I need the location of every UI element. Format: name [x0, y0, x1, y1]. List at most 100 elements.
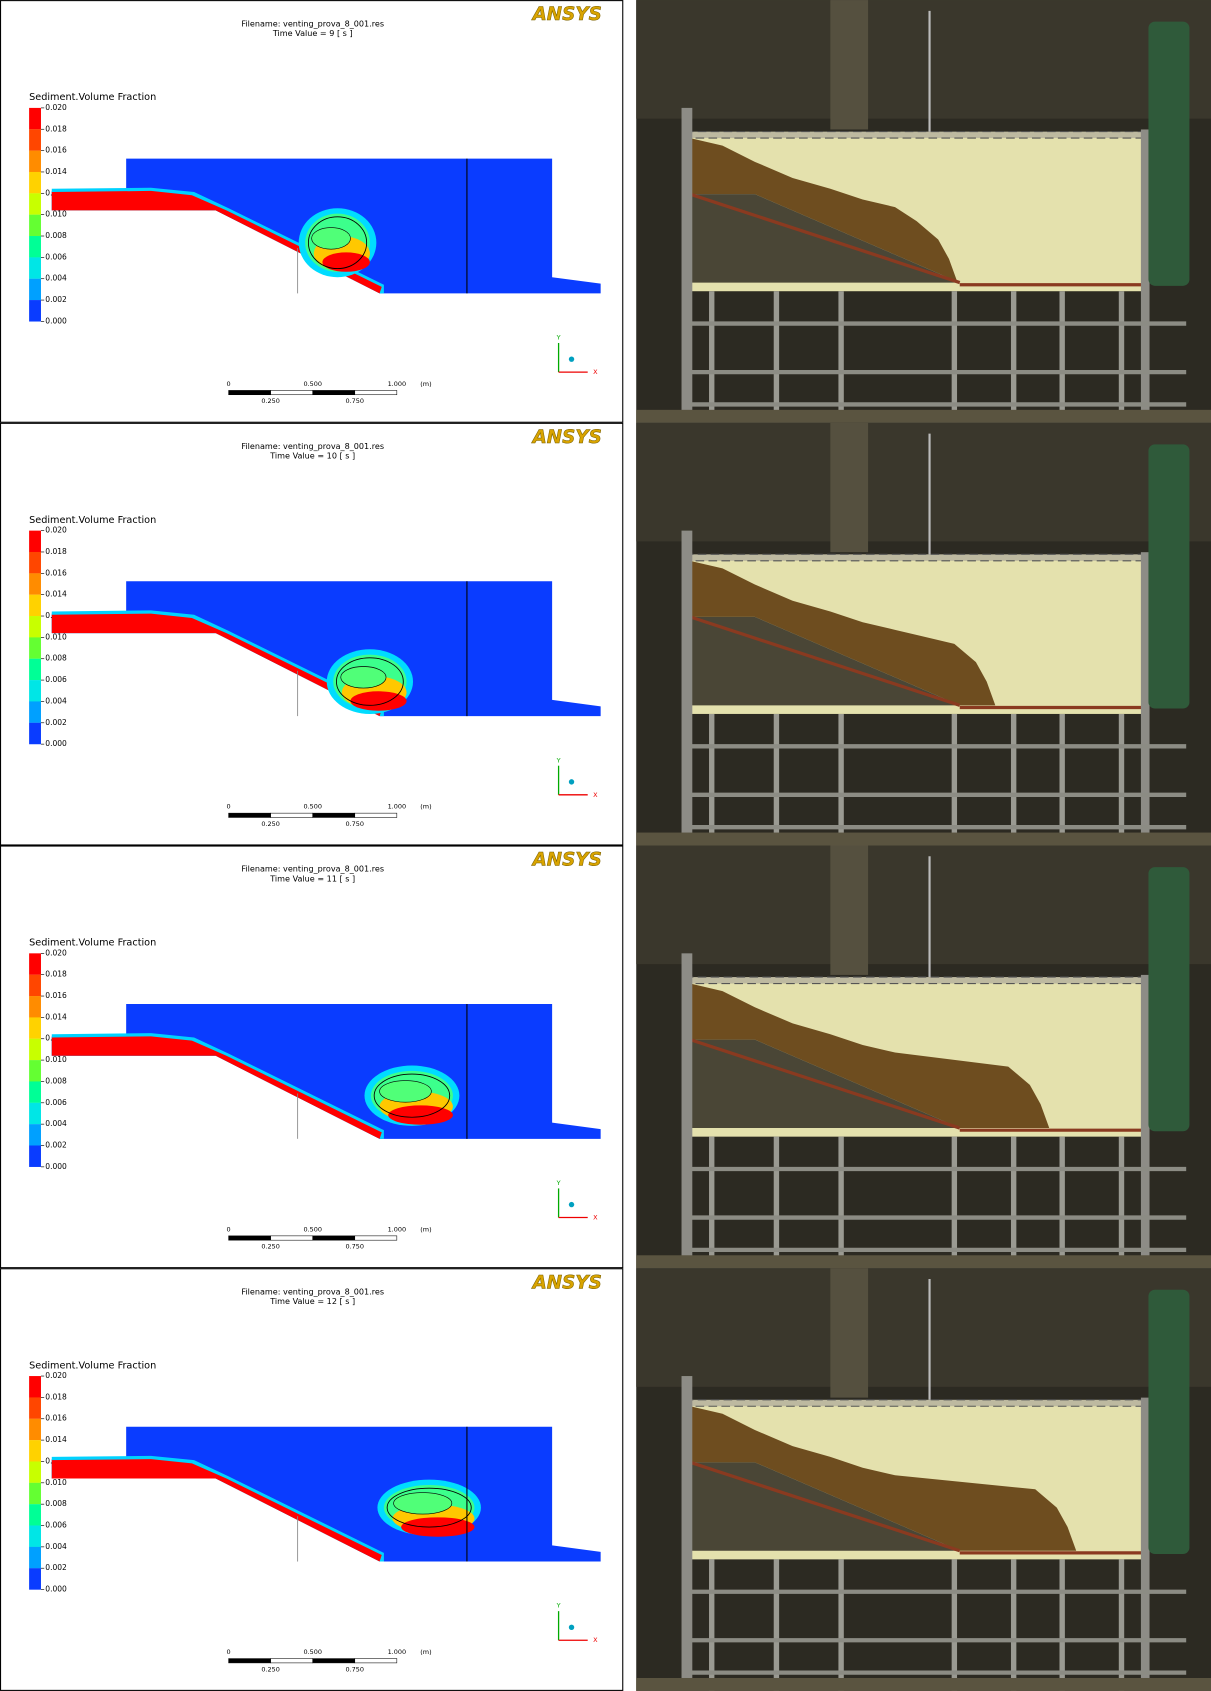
row: Filename: venting_prova_8_001.resTime Va… — [1, 423, 1211, 846]
scale-label: (m) — [420, 380, 431, 388]
scale-segment — [271, 1236, 313, 1240]
color-band — [29, 531, 41, 552]
color-band — [29, 1124, 41, 1145]
color-band — [29, 953, 41, 974]
legend-label: 0.014 — [45, 1435, 67, 1444]
color-band — [29, 1547, 41, 1568]
legend-label: 0.000 — [45, 1585, 67, 1594]
legend-label: 0.020 — [45, 526, 67, 535]
legend-label: 0.008 — [45, 231, 67, 240]
scale-sublabel: 0.750 — [346, 1665, 365, 1673]
color-band — [29, 975, 41, 996]
time-value: Time Value = 9 [ s ] — [272, 28, 353, 38]
color-band — [29, 1146, 41, 1167]
time-value: Time Value = 12 [ s ] — [269, 1296, 355, 1306]
legend-label: 0.014 — [45, 1012, 67, 1021]
green-cylinder — [1148, 444, 1189, 708]
legend-label: 0.018 — [45, 547, 67, 556]
row: Filename: venting_prova_8_001.resTime Va… — [1, 1268, 1211, 1691]
legend-label: 0.018 — [45, 124, 67, 133]
tank-right-frame — [1141, 552, 1150, 843]
color-band — [29, 996, 41, 1017]
legend-label: 0.008 — [45, 654, 67, 663]
scale-label: 1.000 — [388, 803, 407, 811]
color-band — [29, 1103, 41, 1124]
scale-label: 0 — [227, 1648, 231, 1656]
figure: Filename: venting_prova_8_001.resTime Va… — [0, 0, 1211, 1691]
column — [830, 846, 868, 975]
scale-label: 0 — [227, 380, 231, 388]
legend-title: Sediment.Volume Fraction — [29, 938, 156, 949]
column — [830, 1268, 868, 1397]
legend-label: 0.010 — [45, 1478, 67, 1487]
floor-ground — [636, 410, 1211, 423]
color-band — [29, 680, 41, 701]
filename: Filename: venting_prova_8_001.res — [241, 864, 384, 874]
logo: ANSYS — [531, 1272, 602, 1293]
legend-label: 0.008 — [45, 1076, 67, 1085]
scale-segment — [313, 813, 355, 817]
cfd-panel: Filename: venting_prova_8_001.resTime Va… — [1, 1269, 623, 1691]
legend-label: 0.016 — [45, 568, 67, 577]
tank-right-frame — [1141, 975, 1150, 1266]
tank-top-rail — [685, 1400, 1151, 1406]
legend-label: 0.000 — [45, 739, 67, 748]
color-band — [29, 1039, 41, 1060]
z-dot — [569, 356, 574, 361]
legend-label: 0.002 — [45, 295, 67, 304]
scale-segment — [355, 390, 397, 394]
scale-sublabel: 0.250 — [261, 820, 280, 828]
z-dot — [569, 1202, 574, 1207]
color-band — [29, 1483, 41, 1504]
legend-label: 0.006 — [45, 1098, 67, 1107]
legend-label: 0.010 — [45, 1055, 67, 1064]
scale-label: 0 — [227, 1225, 231, 1233]
scale-sublabel: 0.250 — [261, 1243, 280, 1251]
color-band — [29, 172, 41, 193]
legend-label: 0.014 — [45, 590, 67, 599]
cfd-panel: Filename: venting_prova_8_001.resTime Va… — [1, 423, 623, 845]
legend-label: 0.004 — [45, 696, 67, 705]
wall-panel — [636, 0, 1211, 119]
head-curl — [312, 228, 351, 250]
color-band — [29, 215, 41, 236]
legend-label: 0.016 — [45, 1414, 67, 1423]
scale-segment — [271, 1659, 313, 1663]
color-band — [29, 723, 41, 744]
head-curl — [394, 1493, 452, 1515]
legend-label: 0.002 — [45, 1563, 67, 1572]
logo: ANSYS — [531, 427, 602, 448]
tank-right-frame — [1141, 1398, 1150, 1689]
color-band — [29, 300, 41, 321]
scale-label: (m) — [420, 1225, 431, 1233]
legend-label: 0.006 — [45, 675, 67, 684]
scale-label: 1.000 — [388, 380, 407, 388]
color-band — [29, 637, 41, 658]
legend-label: 0.002 — [45, 718, 67, 727]
y-axis-label: Y — [556, 334, 561, 342]
tank-top-rail — [685, 554, 1151, 560]
legend-title: Sediment.Volume Fraction — [29, 515, 156, 526]
x-axis-label: X — [593, 368, 598, 376]
filename: Filename: venting_prova_8_001.res — [241, 18, 384, 28]
color-band — [29, 1397, 41, 1418]
legend-label: 0.000 — [45, 1162, 67, 1171]
photo — [636, 846, 1211, 1269]
tank-right-frame — [1141, 129, 1150, 420]
scale-sublabel: 0.750 — [346, 1243, 365, 1251]
x-axis-label: X — [593, 1214, 598, 1222]
color-band — [29, 257, 41, 278]
color-band — [29, 701, 41, 722]
y-axis-label: Y — [556, 1602, 561, 1610]
legend-label: 0.010 — [45, 210, 67, 219]
color-band — [29, 1526, 41, 1547]
scale-segment — [229, 1659, 271, 1663]
legend-label: 0.002 — [45, 1141, 67, 1150]
green-cylinder — [1148, 867, 1189, 1131]
color-band — [29, 108, 41, 129]
color-band — [29, 1419, 41, 1440]
scale-segment — [313, 1236, 355, 1240]
